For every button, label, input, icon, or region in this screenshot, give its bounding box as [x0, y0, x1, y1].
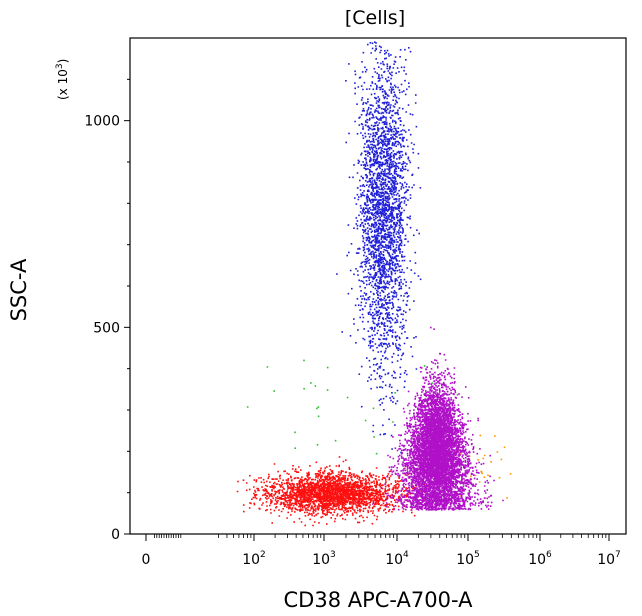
population-0-points: [336, 41, 422, 454]
x-tick-label-1: 102: [242, 550, 266, 568]
y-tick-label-0: 0: [111, 527, 120, 543]
y-tick-label-2: 1000: [84, 114, 120, 130]
data-points-layer: [236, 41, 512, 527]
y-axis-label: SSC-A: [7, 258, 31, 321]
x-tick-label-4: 105: [456, 550, 480, 568]
x-tick-label-5: 106: [528, 550, 552, 568]
x-axis-ticks: 0 102 103 104 105 106 107: [142, 534, 621, 568]
y-multiplier-suffix: ): [56, 59, 70, 64]
y-tick-label-1: 500: [93, 320, 120, 336]
chart-title: [Cells]: [345, 7, 405, 29]
y-multiplier-exponent: 3: [55, 63, 65, 69]
y-axis-ticks: 0 500 1000: [84, 78, 130, 543]
population-1-points: [372, 326, 504, 511]
x-tick-label-3: 104: [385, 550, 409, 568]
x-tick-label-6: 107: [597, 550, 621, 568]
x-tick-label-0: 0: [142, 552, 151, 568]
x-tick-label-2: 103: [312, 550, 336, 568]
y-multiplier-prefix: (x 10: [56, 69, 70, 100]
x-axis-label: CD38 APC-A700-A: [284, 588, 474, 612]
y-multiplier-label: (x 103): [55, 59, 70, 100]
population-2-points: [236, 456, 442, 527]
